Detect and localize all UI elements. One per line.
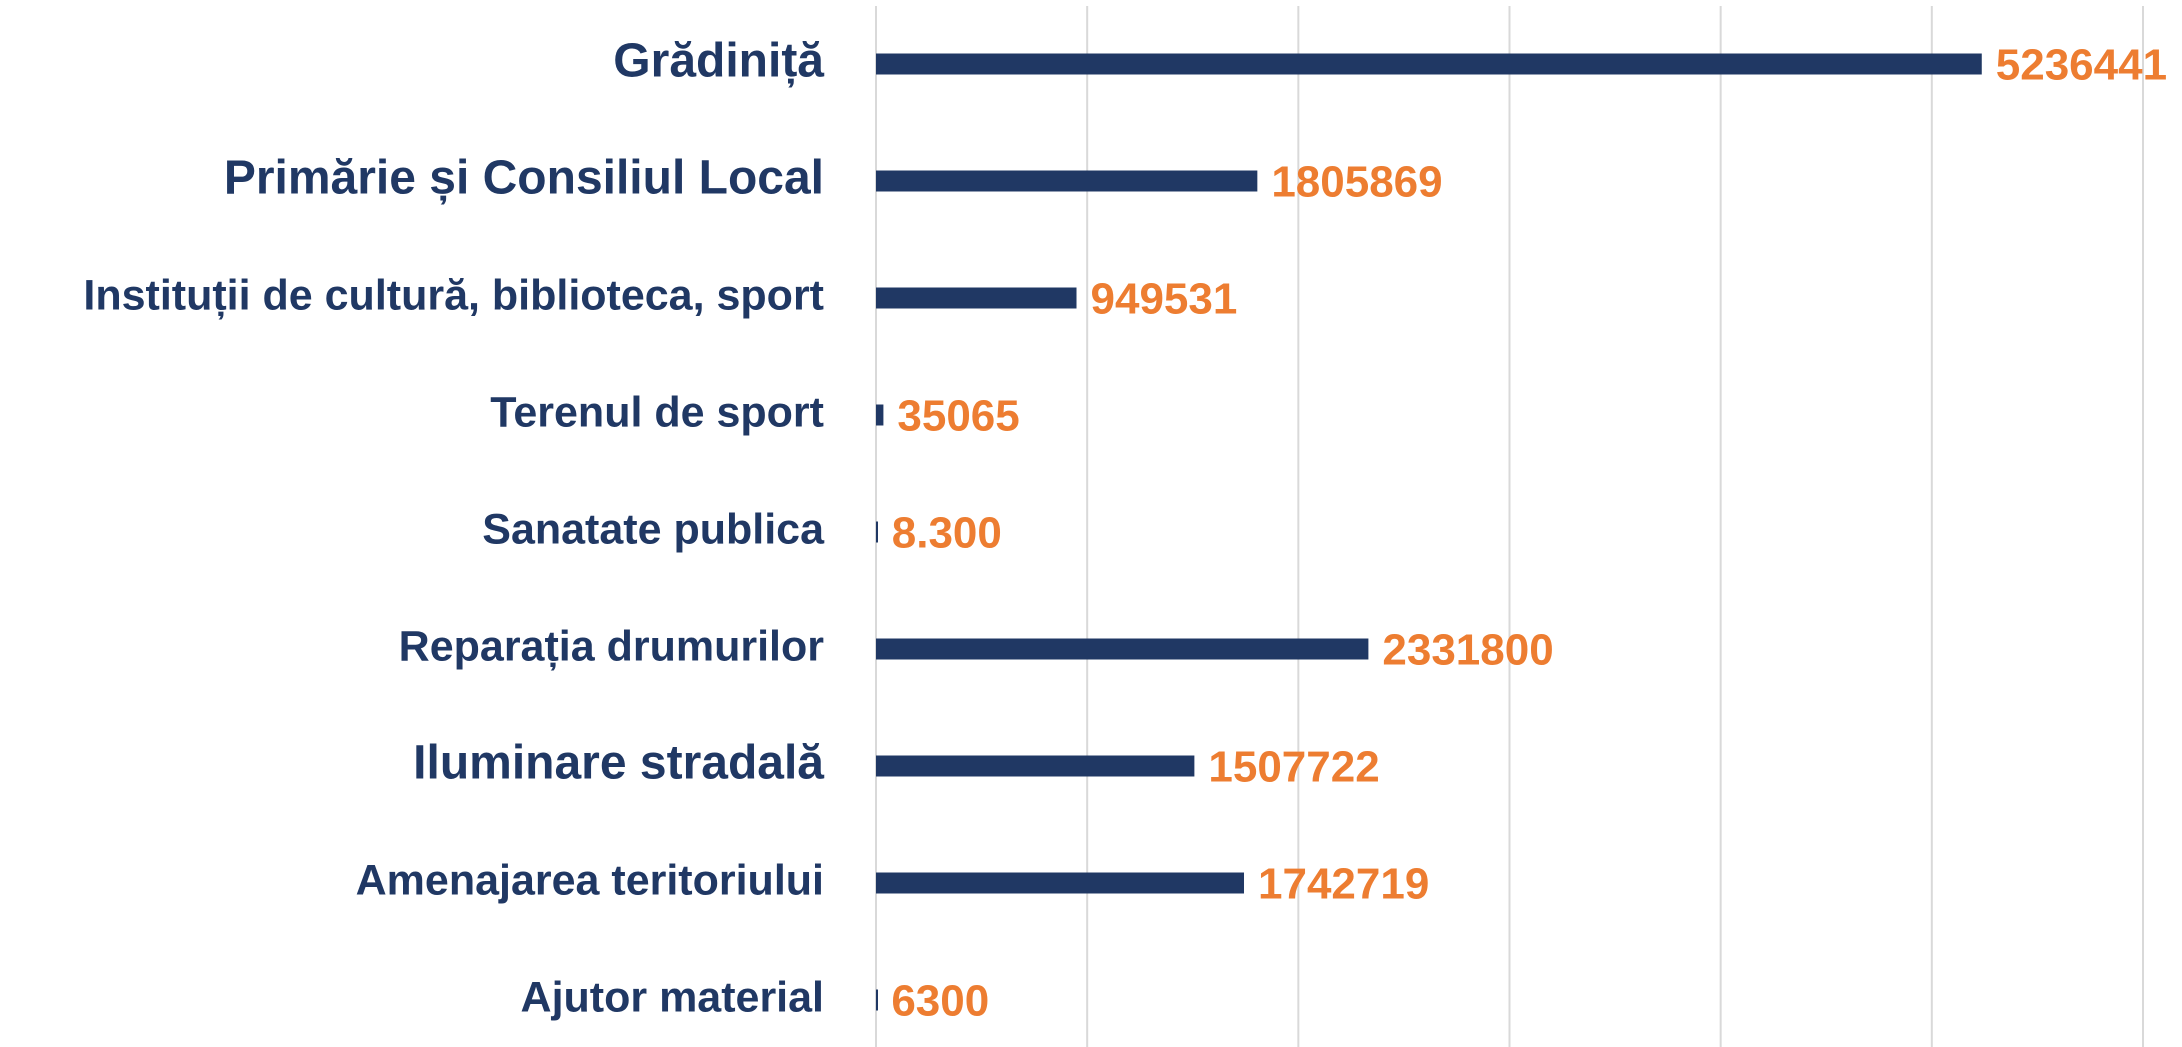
- y-tick-label: Sanatate publica: [482, 505, 825, 553]
- y-tick-label: Grădiniță: [613, 35, 824, 88]
- y-tick-label: Primărie și Consiliul Local: [224, 152, 824, 205]
- bar: [876, 521, 878, 543]
- y-tick-label: Terenul de sport: [490, 388, 824, 436]
- bar: [876, 755, 1195, 777]
- bar: [876, 53, 1982, 75]
- data-label: 1805869: [1271, 158, 1442, 207]
- bar: [876, 170, 1258, 192]
- data-label: 1507722: [1208, 743, 1379, 792]
- y-tick-label: Amenajarea teritoriului: [356, 856, 824, 904]
- data-label: 6300: [891, 977, 989, 1026]
- bar: [876, 287, 1077, 309]
- y-tick-label: Reparația drumurilor: [399, 622, 825, 670]
- y-tick-label: Ajutor material: [521, 973, 824, 1021]
- bar: [876, 989, 878, 1011]
- bar: [876, 404, 884, 426]
- data-label: 8.300: [892, 509, 1002, 558]
- data-label: 949531: [1091, 275, 1238, 324]
- y-tick-label: Instituții de cultură, biblioteca, sport: [83, 271, 824, 319]
- data-label: 5236441: [1996, 41, 2167, 90]
- y-tick-label: Iluminare stradală: [413, 737, 824, 790]
- bar: [876, 638, 1369, 660]
- data-label: 35065: [897, 392, 1019, 441]
- bar: [876, 872, 1245, 894]
- data-label: 1742719: [1258, 860, 1429, 909]
- data-label: 2331800: [1382, 626, 1553, 675]
